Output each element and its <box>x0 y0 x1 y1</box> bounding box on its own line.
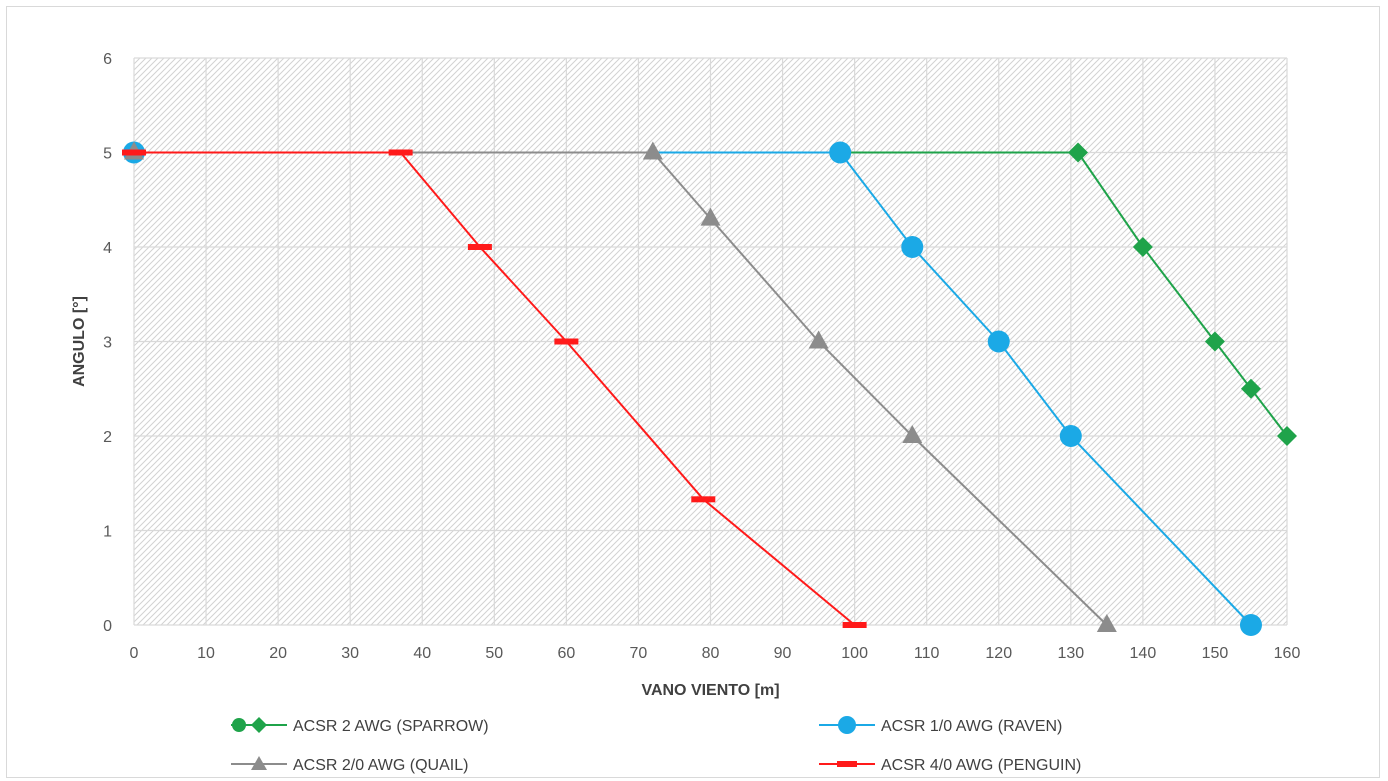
series-layer <box>122 141 1297 636</box>
legend-item: ACSR 4/0 AWG (PENGUIN) <box>819 757 1081 774</box>
legend-marker <box>232 718 246 732</box>
series-3 <box>124 141 1117 632</box>
legend-marker <box>251 717 267 733</box>
y-tick-label: 1 <box>103 524 112 541</box>
series-line <box>134 151 1288 437</box>
data-point <box>1277 426 1297 446</box>
data-point <box>388 149 413 156</box>
x-tick-label: 70 <box>630 645 648 662</box>
legend-marker <box>838 716 856 734</box>
y-tick-label: 3 <box>103 335 112 352</box>
x-tick-label: 150 <box>1202 645 1229 662</box>
x-tick-label: 140 <box>1130 645 1157 662</box>
legend-label: ACSR 1/0 AWG (RAVEN) <box>881 718 1062 735</box>
legend-item: ACSR 1/0 AWG (RAVEN) <box>819 716 1062 735</box>
legend-marker <box>251 756 267 770</box>
y-tick-labels: 0 1 2 3 4 5 6 <box>103 51 112 635</box>
data-point <box>808 330 829 349</box>
legend-item: ACSR 2/0 AWG (QUAIL) <box>231 756 468 774</box>
legend-label: ACSR 2/0 AWG (QUAIL) <box>293 757 468 774</box>
data-point <box>700 207 721 226</box>
data-point <box>467 244 492 250</box>
y-tick-label: 6 <box>103 51 112 68</box>
data-point <box>1204 331 1225 352</box>
legend-item: ACSR 2 AWG (SPARROW) <box>231 717 489 735</box>
data-point <box>1059 425 1082 447</box>
data-point <box>1132 237 1153 257</box>
legend-label: ACSR 2 AWG (SPARROW) <box>293 718 489 735</box>
x-tick-label: 60 <box>557 645 575 662</box>
x-tick-label: 110 <box>914 645 940 662</box>
data-point <box>691 496 716 503</box>
y-tick-label: 4 <box>103 240 112 257</box>
y-tick-label: 0 <box>103 618 112 635</box>
data-point <box>1068 142 1089 163</box>
data-point <box>1240 378 1261 399</box>
x-tick-label: 160 <box>1274 645 1301 662</box>
data-point <box>642 141 663 160</box>
x-tick-label: 130 <box>1057 645 1084 662</box>
series-line <box>134 151 1108 626</box>
x-tick-label: 30 <box>341 645 359 662</box>
data-point <box>829 141 852 164</box>
data-point <box>1096 614 1117 632</box>
data-point <box>122 149 146 156</box>
y-axis-title: ANGULO [°] <box>71 296 88 387</box>
x-tick-labels: 0 10 20 30 40 50 60 70 80 90 100 110 120 130 140 150 160 <box>130 645 1301 662</box>
x-tick-label: 90 <box>774 645 792 662</box>
data-point <box>901 236 924 258</box>
x-tick-label: 80 <box>702 645 720 662</box>
data-point <box>842 622 867 628</box>
data-point <box>554 338 579 345</box>
legend-label: ACSR 4/0 AWG (PENGUIN) <box>881 757 1081 774</box>
data-point <box>902 425 923 443</box>
x-tick-label: 20 <box>269 645 287 662</box>
x-tick-label: 120 <box>985 645 1012 662</box>
y-tick-label: 2 <box>103 429 112 446</box>
series-line <box>134 151 856 626</box>
x-tick-label: 0 <box>130 645 139 662</box>
series-4 <box>122 149 867 628</box>
x-axis-title: VANO VIENTO [m] <box>641 682 779 699</box>
y-tick-label: 5 <box>103 146 112 163</box>
data-point <box>987 330 1010 353</box>
legend: ACSR 2 AWG (SPARROW) ACSR 1/0 AWG (RAVEN)… <box>231 716 1081 774</box>
data-point <box>1239 614 1262 636</box>
x-tick-label: 10 <box>197 645 215 662</box>
series-line <box>134 151 1252 626</box>
x-tick-label: 50 <box>485 645 503 662</box>
x-tick-label: 100 <box>841 645 868 662</box>
x-tick-label: 40 <box>413 645 431 662</box>
legend-marker <box>837 761 857 767</box>
